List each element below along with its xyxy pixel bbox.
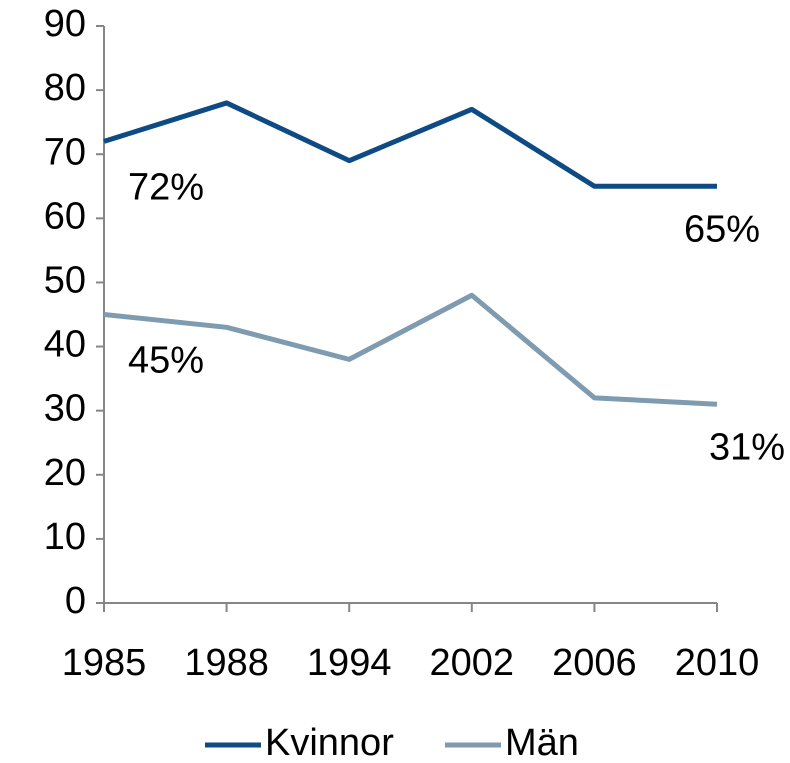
y-tick-label: 90 [44,3,86,45]
legend-label: Män [505,722,579,763]
x-tick-label: 2006 [552,642,637,684]
x-tick-label: 1985 [62,642,147,684]
y-tick-label: 20 [44,452,86,494]
data-label: 31% [709,426,785,468]
x-tick-label: 2002 [430,642,515,684]
y-tick-label: 40 [44,324,86,366]
series-line [103,292,718,407]
y-tick-label: 60 [44,195,86,237]
y-tick-label: 0 [65,580,86,622]
y-tick-label: 10 [44,516,86,558]
y-tick-label: 30 [44,388,86,430]
data-label: 65% [684,208,760,250]
series-line [103,100,717,189]
x-tick-label: 2010 [675,642,760,684]
data-label: 45% [128,340,204,382]
y-tick-label: 70 [44,131,86,173]
x-tick-label: 1988 [184,642,269,684]
x-tick-label: 1994 [307,642,392,684]
legend-label: Kvinnor [265,722,394,763]
data-label: 72% [128,166,204,208]
y-tick-label: 50 [44,259,86,301]
y-tick-label: 80 [44,67,86,109]
